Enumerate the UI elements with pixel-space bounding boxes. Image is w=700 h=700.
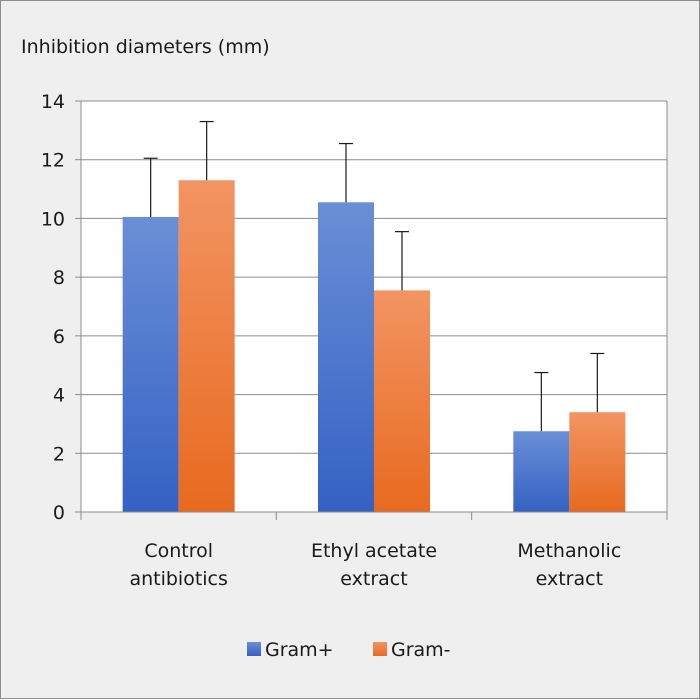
legend-swatch bbox=[373, 642, 387, 656]
legend: Gram+ Gram- bbox=[247, 639, 451, 661]
x-category-label: Methanolic bbox=[517, 540, 621, 562]
bar bbox=[569, 412, 626, 512]
y-tick-label: 6 bbox=[53, 326, 65, 348]
y-tick-label: 4 bbox=[53, 385, 65, 407]
y-tick-label: 10 bbox=[41, 208, 65, 230]
bars bbox=[122, 120, 626, 513]
bar bbox=[318, 202, 374, 512]
y-tick-label: 14 bbox=[41, 91, 65, 113]
bar bbox=[374, 290, 430, 512]
legend-label: Gram+ bbox=[265, 639, 334, 661]
x-category-label: antibiotics bbox=[129, 568, 227, 590]
y-tick-label: 2 bbox=[53, 443, 65, 465]
x-category-label: Control bbox=[144, 540, 213, 562]
x-category-label: extract bbox=[340, 568, 407, 590]
x-category-label: Ethyl acetate bbox=[311, 540, 437, 562]
axes: 0 2 4 6 8 10 12 14 Control antibiotics Ethyl aceta… bbox=[41, 91, 668, 590]
y-tick-label: 8 bbox=[53, 267, 65, 289]
y-tick-label: 0 bbox=[53, 502, 65, 524]
bar bbox=[122, 216, 179, 513]
x-category-label: extract bbox=[536, 568, 603, 590]
bar bbox=[178, 180, 235, 512]
legend-swatch bbox=[247, 642, 261, 656]
y-tick-label: 12 bbox=[41, 150, 65, 172]
bar bbox=[513, 431, 570, 512]
chart-title: Inhibition diameters (mm) bbox=[21, 36, 270, 58]
legend-label: Gram- bbox=[391, 639, 451, 661]
